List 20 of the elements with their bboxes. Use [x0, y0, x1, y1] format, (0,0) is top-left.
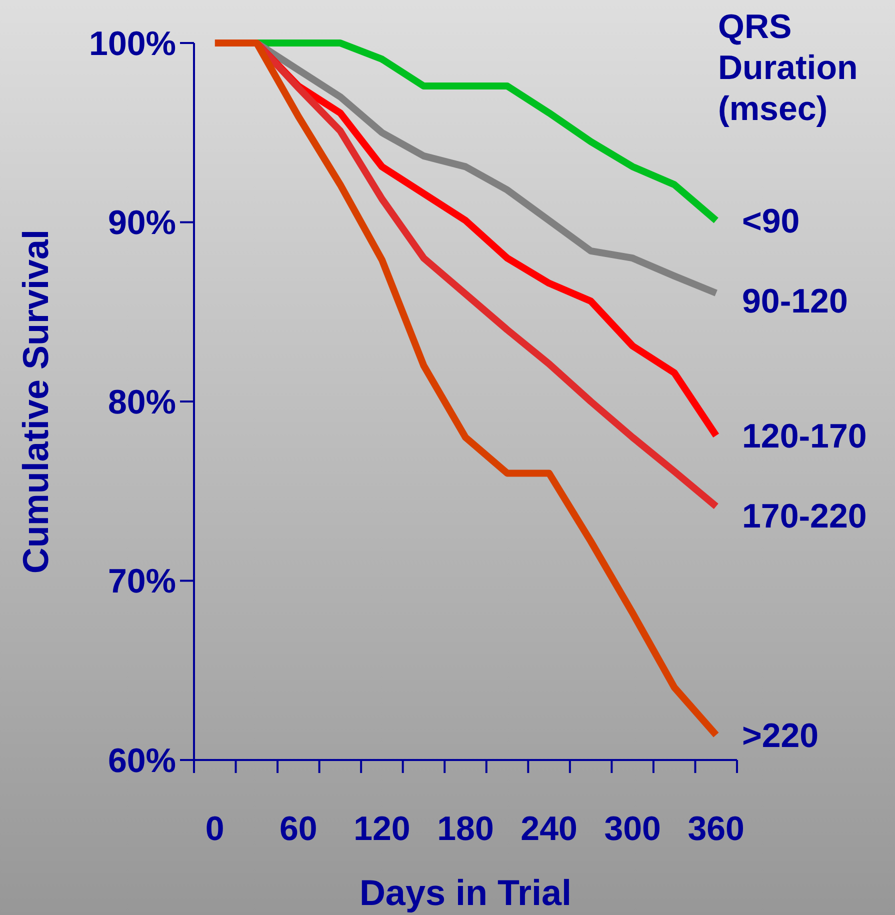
x-tick-label: 240 — [520, 810, 578, 848]
y-tick-label: 60% — [108, 742, 176, 780]
x-tick-label: 300 — [604, 810, 661, 848]
series-label: 170-220 — [742, 497, 867, 536]
x-axis-title: Days in Trial — [359, 872, 572, 913]
y-tick-label: 70% — [108, 562, 176, 601]
x-tick-label: 0 — [205, 810, 224, 848]
x-tick-label: 120 — [354, 810, 410, 848]
legend-title: QRS Duration (msec) — [718, 8, 858, 128]
series-label: >220 — [742, 716, 819, 755]
y-axis-title: Cumulative Survival — [15, 229, 56, 574]
series-label: 120-170 — [742, 417, 867, 456]
y-tick-label: 90% — [108, 204, 176, 242]
series-label: 90-120 — [742, 282, 848, 320]
y-tick-label: 100% — [89, 24, 176, 63]
x-tick-label: 180 — [437, 810, 494, 848]
series-label: <90 — [742, 202, 800, 240]
x-tick-label: 360 — [688, 810, 744, 848]
y-tick-label: 80% — [108, 383, 176, 422]
x-tick-label: 60 — [280, 810, 318, 848]
